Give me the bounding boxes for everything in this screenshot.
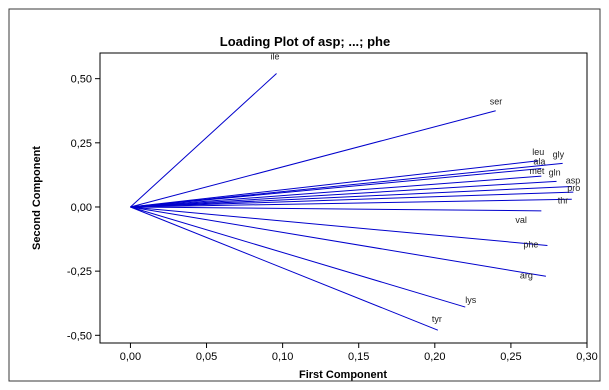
- loading-label-thr: thr: [558, 195, 569, 205]
- x-tick-label: 0,25: [500, 351, 521, 363]
- loading-label-pro: pro: [567, 183, 580, 193]
- loading-label-leu: leu: [532, 147, 544, 157]
- x-axis-ticks: 0,00 0,05 0,10 0,15 0,20 0,25 0,30: [120, 343, 598, 363]
- x-tick-label: 0,05: [196, 351, 217, 363]
- y-tick-label: -0,50: [67, 330, 92, 342]
- loading-vector-ala: [130, 167, 542, 208]
- chart-title: Loading Plot of asp; ...; phe: [220, 34, 390, 49]
- loading-label-arg: arg: [520, 270, 533, 280]
- loading-vector-thr: [130, 198, 572, 208]
- loading-vectors: [130, 73, 574, 331]
- loading-vector-tyr: [130, 206, 439, 331]
- loading-label-phe: phe: [523, 239, 538, 249]
- loading-label-ile: ile: [271, 52, 280, 62]
- x-tick-label: 0,20: [424, 351, 445, 363]
- loading-label-tyr: tyr: [432, 314, 442, 324]
- plot-area: [99, 52, 588, 344]
- loading-vector-phe: [130, 206, 548, 246]
- x-tick-label: 0,30: [576, 351, 597, 363]
- loading-label-ser: ser: [490, 97, 503, 107]
- loading-label-gln: gln: [549, 167, 561, 177]
- loading-vector-leu: [130, 160, 539, 208]
- loading-vector-gly: [130, 162, 563, 208]
- y-axis-title: Second Component: [31, 146, 43, 250]
- loading-label-met: met: [529, 166, 545, 176]
- x-tick-label: 0,10: [272, 351, 293, 363]
- loading-label-asp: asp: [566, 175, 581, 185]
- loading-label-lys: lys: [465, 295, 476, 305]
- y-tick-label: 0,25: [71, 138, 92, 150]
- loading-vector-ser: [130, 110, 496, 208]
- x-axis-title: First Component: [299, 369, 387, 381]
- loading-label-val: val: [515, 215, 527, 225]
- loading-vector-asp: [130, 185, 572, 208]
- x-tick-label: 0,00: [120, 351, 141, 363]
- x-tick-label: 0,15: [348, 351, 369, 363]
- loading-label-gly: gly: [553, 149, 565, 159]
- y-tick-label: 0,50: [71, 74, 92, 86]
- loading-vector-pro: [130, 191, 574, 208]
- loading-vector-ile: [130, 73, 277, 208]
- y-axis-ticks: -0,50 -0,25 0,00 0,25 0,50: [67, 74, 100, 342]
- loading-label-ala: ala: [533, 156, 545, 166]
- loading-vector-met: [130, 175, 542, 208]
- y-tick-label: 0,00: [71, 202, 92, 214]
- loading-vector-val: [130, 206, 542, 212]
- y-tick-label: -0,25: [67, 266, 92, 278]
- loading-vector-gln: [130, 180, 557, 208]
- loading-vector-lys: [130, 206, 466, 308]
- loading-vector-arg: [130, 206, 546, 277]
